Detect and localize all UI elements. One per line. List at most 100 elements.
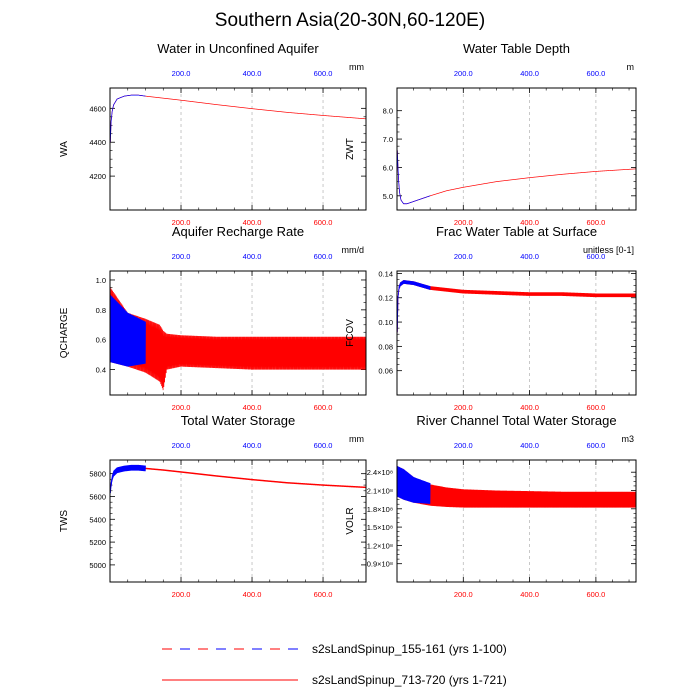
top-tick-label: 200.0 [172,441,191,450]
panel-title: Water in Unconfined Aquifer [157,41,319,56]
bottom-tick-label: 400.0 [243,590,262,599]
panel-title: Water Table Depth [463,41,570,56]
bottom-tick-label: 600.0 [586,218,605,227]
y-axis-label: WA [59,141,70,157]
y-tick-label: 0.12 [378,294,393,303]
y-axis-label: ZWT [345,138,356,160]
y-tick-label: 5800 [89,470,106,479]
bottom-tick-label: 400.0 [243,403,262,412]
y-axis-label: QCHARGE [59,307,70,358]
bottom-tick-label: 200.0 [172,403,191,412]
y-tick-label: 0.06 [378,367,393,376]
bottom-tick-label: 200.0 [454,218,473,227]
top-tick-label: 600.0 [586,252,605,261]
top-tick-label: 400.0 [243,441,262,450]
y-tick-label: 0.08 [378,342,393,351]
panel-title: Total Water Storage [181,413,295,428]
panel-units: mm/d [342,245,365,255]
panel-title: River Channel Total Water Storage [416,413,616,428]
series-line-red [396,280,637,333]
series-line-blue [110,94,146,143]
panel-units: m [627,62,635,72]
legend-label-1: s2sLandSpinup_155-161 (yrs 1-100) [312,642,507,656]
top-tick-label: 600.0 [586,441,605,450]
series-line-blue [396,150,431,205]
top-tick-label: 600.0 [314,69,333,78]
y-tick-label: 0.6 [96,336,106,345]
plot-frame [396,270,637,396]
y-tick-label: 4600 [89,104,106,113]
y-tick-label: 0.14 [378,269,393,278]
bottom-tick-label: 600.0 [586,590,605,599]
y-tick-label: 1.8×10⁸ [367,505,393,514]
y-tick-label: 8.0 [383,107,393,116]
bottom-tick-label: 200.0 [172,590,191,599]
bottom-tick-label: 200.0 [454,590,473,599]
top-tick-label: 600.0 [314,441,333,450]
panel-title: Aquifer Recharge Rate [172,224,304,239]
top-tick-label: 400.0 [243,252,262,261]
y-tick-label: 6.0 [383,163,393,172]
y-tick-label: 4200 [89,172,106,181]
y-tick-label: 0.10 [378,318,393,327]
y-tick-label: 5000 [89,561,106,570]
y-tick-label: 1.2×10⁸ [367,541,393,550]
y-tick-label: 5600 [89,492,106,501]
y-tick-label: 5400 [89,515,106,524]
bottom-tick-label: 200.0 [454,403,473,412]
figure-title: Southern Asia(20-30N,60-120E) [214,10,486,31]
series-line-blue [396,466,431,504]
plot-frame [109,270,367,396]
bottom-tick-label: 600.0 [314,218,333,227]
bottom-tick-label: 600.0 [314,403,333,412]
bottom-tick-label: 600.0 [314,590,333,599]
y-axis-label: TWS [59,510,70,533]
top-tick-label: 400.0 [520,252,539,261]
panel-1: Water in Unconfined Aquifer mm WA 200.0 200.… [59,41,367,227]
y-tick-label: 5200 [89,538,106,547]
y-tick-label: 0.9×10⁸ [367,560,393,569]
y-axis-label: FCOV [345,319,356,347]
series-line-red [110,94,367,143]
y-axis-label: VOLR [345,507,356,534]
bottom-tick-label: 200.0 [172,218,191,227]
bottom-tick-label: 400.0 [243,218,262,227]
top-tick-label: 600.0 [586,69,605,78]
y-tick-label: 1.0 [96,276,106,285]
panel-5: Total Water Storage mm TWS 200.0 200.0 400.0 4… [59,413,367,599]
series-line-blue [110,464,146,494]
panel-units: unitless [0-1] [583,245,634,255]
y-tick-label: 4400 [89,138,106,147]
top-tick-label: 400.0 [520,441,539,450]
top-tick-label: 600.0 [314,252,333,261]
plot-frame [109,87,367,211]
y-tick-label: 5.0 [383,192,393,201]
panel-title: Frac Water Table at Surface [436,224,597,239]
panel-3: Aquifer Recharge Rate mm/d QCHARGE 200.0 200… [59,224,367,412]
legend-label-2: s2sLandSpinup_713-720 (yrs 1-721) [312,673,507,687]
top-tick-label: 400.0 [243,69,262,78]
y-tick-label: 0.4 [96,366,106,375]
panel-4: Frac Water Table at Surface unitless [0-1… [345,224,637,412]
plot-frame [396,87,637,211]
series-line-red [396,466,637,508]
top-tick-label: 400.0 [520,69,539,78]
y-tick-label: 2.1×10⁸ [367,487,393,496]
series-line-blue [396,280,431,333]
top-tick-label: 200.0 [172,252,191,261]
plot-frame [109,459,367,583]
panel-units: m3 [621,434,634,444]
panel-6: River Channel Total Water Storage m3 VOLR 2… [345,413,637,599]
y-tick-label: 0.8 [96,306,106,315]
plot-frame [396,459,637,583]
y-tick-label: 7.0 [383,135,393,144]
series-line-red [396,150,637,205]
series-line-blue [110,294,146,367]
top-tick-label: 200.0 [454,441,473,450]
panel-units: mm [349,434,364,444]
panel-2: Water Table Depth m ZWT 200.0 200.0 400.0 400.… [345,41,637,227]
panel-units: mm [349,62,364,72]
bottom-tick-label: 400.0 [520,403,539,412]
